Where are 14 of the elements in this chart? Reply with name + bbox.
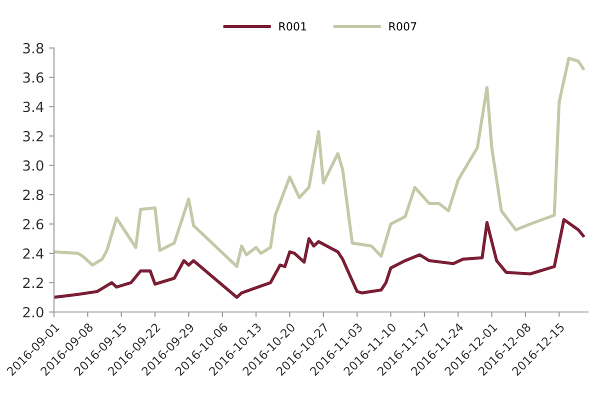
legend-label: R007 bbox=[389, 22, 416, 31]
line-series bbox=[54, 56, 585, 268]
y-tick-label: 3.4 bbox=[23, 102, 44, 112]
legend-label: R001 bbox=[279, 22, 306, 31]
y-tick-label: 2.8 bbox=[23, 190, 44, 200]
y-tick-label: 3.6 bbox=[23, 72, 44, 83]
y-tick-label: 3.2 bbox=[23, 130, 43, 142]
y-tick-label: 2.4 bbox=[23, 248, 44, 259]
y-tick-label: 3.8 bbox=[23, 42, 44, 54]
line-series bbox=[54, 218, 585, 299]
y-tick-label: 3.0 bbox=[23, 160, 44, 171]
y-tick-label: 2.2 bbox=[23, 278, 43, 288]
y-tick-label: 2.6 bbox=[23, 218, 44, 230]
y-tick-label: 2.0 bbox=[23, 306, 44, 318]
